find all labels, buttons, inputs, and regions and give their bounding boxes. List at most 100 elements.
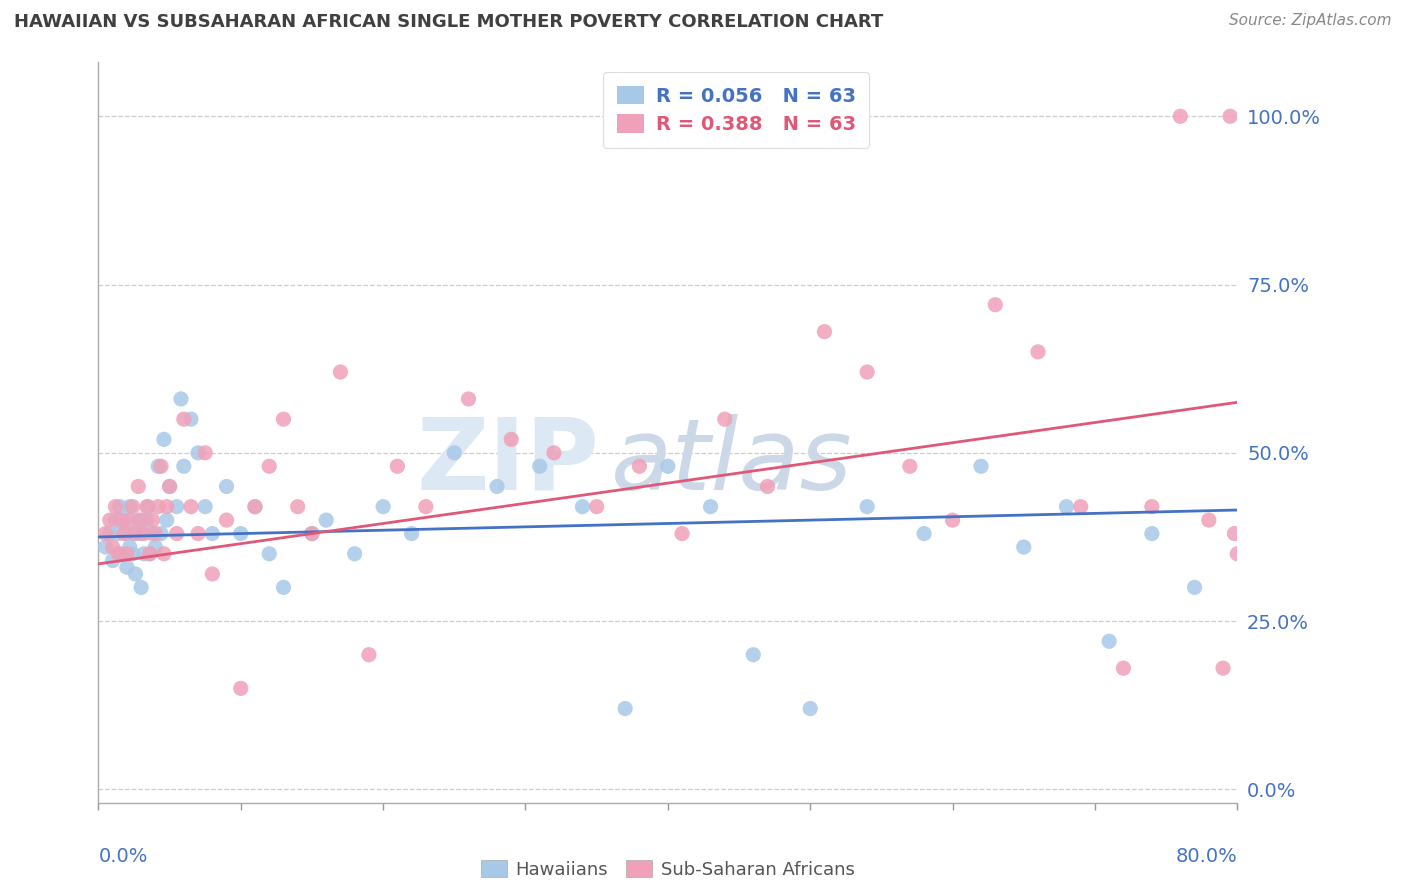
Point xyxy=(112,513,135,527)
Point xyxy=(813,325,835,339)
Point xyxy=(138,547,160,561)
Point xyxy=(1012,540,1035,554)
Point xyxy=(529,459,551,474)
Point xyxy=(150,459,173,474)
Point xyxy=(115,526,138,541)
Point xyxy=(141,526,163,541)
Point xyxy=(657,459,679,474)
Point xyxy=(571,500,593,514)
Point xyxy=(187,446,209,460)
Point xyxy=(122,526,145,541)
Point xyxy=(132,526,155,541)
Point xyxy=(315,513,337,527)
Point xyxy=(141,513,163,527)
Point xyxy=(104,500,127,514)
Point xyxy=(129,581,152,595)
Point xyxy=(153,547,176,561)
Point xyxy=(107,547,129,561)
Point xyxy=(1226,547,1249,561)
Point xyxy=(180,412,202,426)
Point xyxy=(101,540,124,554)
Point xyxy=(942,513,965,527)
Point xyxy=(124,566,146,581)
Point xyxy=(110,547,132,561)
Point xyxy=(243,500,266,514)
Point xyxy=(501,433,523,447)
Point xyxy=(259,459,281,474)
Point xyxy=(98,526,121,541)
Point xyxy=(166,500,188,514)
Point xyxy=(343,547,366,561)
Point xyxy=(273,412,295,426)
Point xyxy=(94,540,117,554)
Point xyxy=(215,479,238,493)
Point xyxy=(150,526,173,541)
Point xyxy=(107,526,129,541)
Point xyxy=(1223,526,1246,541)
Point xyxy=(912,526,935,541)
Point xyxy=(187,526,209,541)
Point xyxy=(1184,581,1206,595)
Point xyxy=(799,701,821,715)
Point xyxy=(115,547,138,561)
Point xyxy=(98,513,121,527)
Text: HAWAIIAN VS SUBSAHARAN AFRICAN SINGLE MOTHER POVERTY CORRELATION CHART: HAWAIIAN VS SUBSAHARAN AFRICAN SINGLE MO… xyxy=(14,13,883,31)
Point xyxy=(173,459,195,474)
Point xyxy=(856,365,879,379)
Point xyxy=(132,547,155,561)
Text: atlas: atlas xyxy=(612,414,852,511)
Point xyxy=(329,365,352,379)
Point xyxy=(898,459,921,474)
Text: ZIP: ZIP xyxy=(416,414,599,511)
Point xyxy=(135,500,157,514)
Point xyxy=(136,500,159,514)
Point xyxy=(699,500,721,514)
Point xyxy=(628,459,651,474)
Point xyxy=(129,513,152,527)
Point xyxy=(543,446,565,460)
Point xyxy=(856,500,879,514)
Point xyxy=(970,459,993,474)
Point xyxy=(1070,500,1092,514)
Point xyxy=(170,392,193,406)
Point xyxy=(108,500,131,514)
Point xyxy=(984,298,1007,312)
Point xyxy=(1056,500,1078,514)
Text: Source: ZipAtlas.com: Source: ZipAtlas.com xyxy=(1229,13,1392,29)
Text: 80.0%: 80.0% xyxy=(1175,847,1237,866)
Point xyxy=(135,513,157,527)
Point xyxy=(229,681,252,696)
Point xyxy=(373,500,395,514)
Point xyxy=(201,526,224,541)
Point xyxy=(118,540,141,554)
Point xyxy=(129,526,152,541)
Point xyxy=(156,513,179,527)
Point xyxy=(585,500,607,514)
Point xyxy=(124,526,146,541)
Point xyxy=(671,526,693,541)
Point xyxy=(148,500,170,514)
Point xyxy=(121,547,143,561)
Point xyxy=(287,500,309,514)
Point xyxy=(153,433,176,447)
Point xyxy=(1140,500,1163,514)
Point xyxy=(215,513,238,527)
Point xyxy=(714,412,737,426)
Point xyxy=(159,479,181,493)
Point xyxy=(273,581,295,595)
Legend: Hawaiians, Sub-Saharan Africans: Hawaiians, Sub-Saharan Africans xyxy=(481,860,855,879)
Point xyxy=(614,701,637,715)
Point xyxy=(180,500,202,514)
Point xyxy=(118,500,141,514)
Point xyxy=(138,547,160,561)
Point xyxy=(1026,344,1049,359)
Point xyxy=(118,513,141,527)
Point xyxy=(173,412,195,426)
Point xyxy=(1198,513,1220,527)
Point xyxy=(127,513,149,527)
Point xyxy=(112,526,135,541)
Point xyxy=(104,513,127,527)
Point xyxy=(145,526,167,541)
Point xyxy=(457,392,479,406)
Point xyxy=(1140,526,1163,541)
